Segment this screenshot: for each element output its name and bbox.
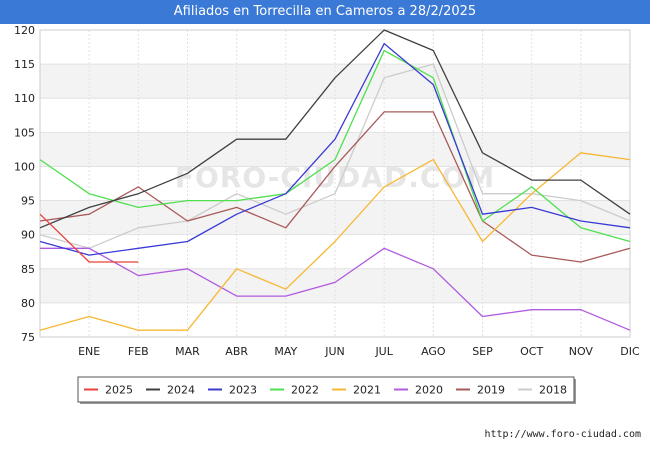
y-tick-label: 80 [21,297,35,310]
line-chart: FORO-CIUDAD.COM 758085909510010511011512… [14,24,640,404]
x-tick-label: SEP [472,345,493,358]
series-lines [39,29,631,331]
legend-label-2022: 2022 [291,384,319,397]
legend-label-2018: 2018 [539,384,567,397]
x-tick-label: JUN [324,345,345,358]
legend-box [77,376,575,403]
y-tick-label: 105 [14,126,35,139]
plot-band [40,268,630,303]
plot-frame [39,29,631,338]
series-line-2024 [39,29,631,229]
y-tick-label: 120 [14,24,35,37]
x-tick-label: DIC [620,345,640,358]
legend-label-2021: 2021 [353,384,381,397]
y-tick-label: 95 [21,195,35,208]
series-line-2019 [39,111,631,263]
x-tick-label: OCT [520,345,543,358]
x-tick-label: MAR [175,345,200,358]
legend-label-2025: 2025 [105,384,133,397]
x-tick-label: FEB [128,345,149,358]
x-tick-label: MAY [274,345,297,358]
series-line-2023 [39,42,631,256]
chart-title: Afiliados en Torrecilla en Cameros a 28/… [0,0,650,24]
legend-label-2019: 2019 [477,384,505,397]
x-tick-label: AGO [421,345,446,358]
legend-label-2023: 2023 [229,384,257,397]
x-tick-label: ABR [225,345,248,358]
y-axis-ticks: 75 80 85 90 95 100 105 110 115 120 [14,24,35,344]
x-axis-ticks: ENE FEB MAR ABR MAY JUN JUL AGO SEP OCT NOV DIC [78,345,640,358]
x-tick-label: NOV [569,345,594,358]
legend-label-2024: 2024 [167,384,195,397]
series-line-2025 [39,213,139,263]
plot-band [40,200,630,235]
y-tick-label: 90 [21,229,35,242]
x-tick-label: ENE [78,345,100,358]
series-line-2022 [39,49,631,243]
y-tick-label: 85 [21,263,35,276]
series-line-2021 [39,152,631,331]
legend: 2025 2024 2023 2022 2021 2020 2019 2018 [77,376,576,404]
plot-band [40,64,630,99]
y-tick-label: 115 [14,58,35,71]
x-tick-label: JUL [374,345,393,358]
source-credit: http://www.foro-ciudad.com [484,429,641,440]
plot-background [39,29,631,338]
y-tick-label: 110 [14,92,35,105]
y-tick-label: 75 [21,331,35,344]
y-tick-label: 100 [14,160,35,173]
series-line-2020 [40,247,631,331]
legend-label-2020: 2020 [415,384,443,397]
